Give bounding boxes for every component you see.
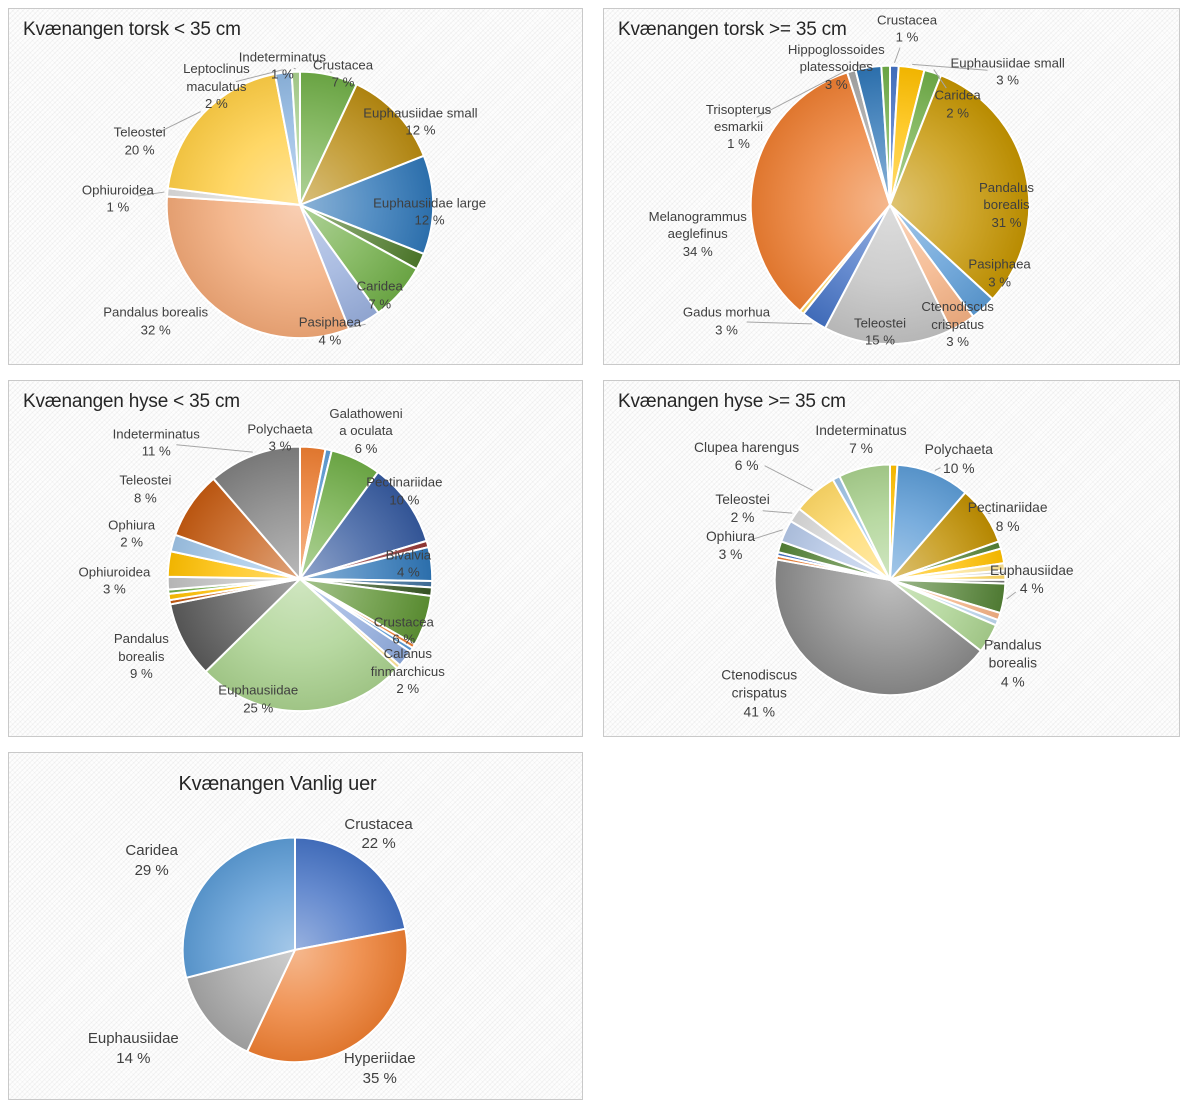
pie-slice-ctenodiscus-crispatus xyxy=(773,558,982,697)
leader-line-indeterminatus xyxy=(176,444,253,453)
pie-slice-pectinariidae xyxy=(298,471,428,580)
pie-slice-pandalus-borealis xyxy=(165,195,351,340)
pie-chart-hyse-over-35cm xyxy=(749,463,1017,697)
pie-chart-vanlig-uer xyxy=(181,836,409,1064)
pie-slice-indeterminatus xyxy=(838,463,892,581)
leader-line-teleostei xyxy=(762,510,793,514)
pie-slice-polychaeta xyxy=(889,463,967,581)
pie-slice-melanogrammus-aeglefinus xyxy=(749,71,892,313)
pie-slice-pandalus-borealis xyxy=(889,74,1031,301)
pie-chart-torsk-under-35cm xyxy=(137,67,435,340)
leader-line-pectinariidae xyxy=(987,512,991,515)
leader-line-ophiuroidea xyxy=(137,191,165,197)
pie-slice-caridea xyxy=(181,836,296,979)
pie-slice-euphausiidae xyxy=(185,948,296,1053)
chart-title-hyse-under-35cm: Kvænangen hyse < 35 cm xyxy=(23,391,240,412)
leader-line-euphausiidae xyxy=(1006,591,1017,600)
leader-line-caridea xyxy=(933,69,947,89)
leader-line-pasiphaea xyxy=(349,323,366,328)
pie-slice-teleostei xyxy=(824,203,952,346)
leader-line-clupea-harengus xyxy=(764,465,813,491)
pie-slice-euphausiidae xyxy=(204,577,399,713)
leader-line-hippoglossoides-platessoides xyxy=(856,63,868,66)
pie-slice-indeterminatus xyxy=(290,70,301,206)
leader-line-pandalus-borealis xyxy=(991,639,1000,650)
pie-slice-euphausiidae-small xyxy=(298,83,425,206)
leader-line-gadus-morhua xyxy=(746,321,813,325)
pie-slice-indeterminatus xyxy=(212,445,301,580)
chart-panel-hyse-under-35cm: Kvænangen hyse < 35 cm Polychaeta 3 % Gal… xyxy=(8,380,583,737)
chart-panel-hyse-over-35cm: Kvænangen hyse >= 35 cm Polychaeta 10 % P… xyxy=(603,380,1180,737)
leader-line-euphausiidae-small xyxy=(399,111,403,114)
leader-line-trisopterus-esmarkii xyxy=(756,67,851,118)
leader-line-polychaeta xyxy=(934,467,941,471)
chart-title-torsk-over-35cm: Kvænangen torsk >= 35 cm xyxy=(618,19,847,40)
pie-slice-teleostei xyxy=(166,73,301,206)
chart-panel-torsk-over-35cm: Kvænangen torsk >= 35 cm Crustacea 1 % Eu… xyxy=(603,8,1180,365)
pie-slice-hyperiidae xyxy=(246,927,409,1064)
leader-line-leptoclinus-maculatus xyxy=(235,69,283,83)
leader-line-crustacea xyxy=(894,47,901,63)
chart-title-hyse-over-35cm: Kvænangen hyse >= 35 cm xyxy=(618,391,846,412)
chart-panel-vanlig-uer: Kvænangen Vanlig uer Crustacea 22 % Hyper… xyxy=(8,752,583,1100)
chart-panel-torsk-under-35cm: Kvænangen torsk < 35 cm Crustacea 7 % Eup… xyxy=(8,8,583,365)
leader-line-euphausiidae-small xyxy=(912,63,988,71)
pie-slice-crustacea xyxy=(294,836,407,951)
leader-line-teleostei xyxy=(157,111,201,134)
pie-slice-euphausiidae-large xyxy=(298,154,435,255)
pie-slice-pandalus-borealis xyxy=(169,577,301,673)
pie-slice-unlabeled xyxy=(880,64,892,206)
pie-chart-hyse-under-35cm xyxy=(166,444,434,713)
leader-line-ophiura xyxy=(749,529,783,541)
chart-title-vanlig-uer: Kvænangen Vanlig uer xyxy=(178,773,377,795)
chart-title-torsk-under-35cm: Kvænangen torsk < 35 cm xyxy=(23,19,241,40)
pie-chart-torsk-over-35cm xyxy=(746,47,1031,346)
